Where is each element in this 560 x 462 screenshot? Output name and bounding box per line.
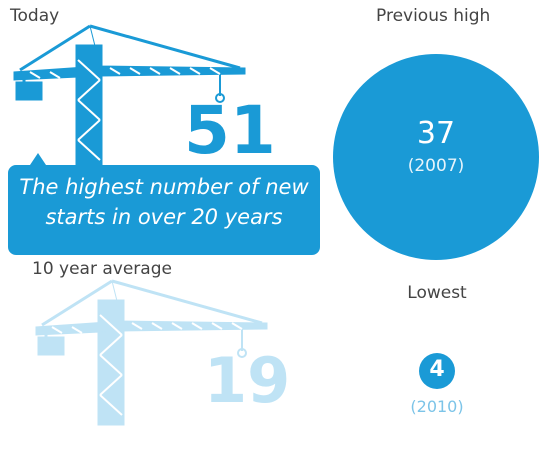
circle xyxy=(419,353,455,389)
label: Lowest xyxy=(407,283,467,303)
label: Today xyxy=(10,6,60,26)
label: Previous high xyxy=(376,6,491,26)
callout-text: The highest number of new starts in over… xyxy=(19,175,309,229)
big-number: 51 xyxy=(184,92,276,169)
label: 10 year average xyxy=(32,259,172,279)
big-number: 37 xyxy=(416,116,456,151)
year: (2010) xyxy=(410,397,464,416)
big-number: 19 xyxy=(204,344,291,417)
big-number: 4 xyxy=(429,357,445,382)
year: (2007) xyxy=(407,156,465,176)
callout-box xyxy=(8,153,320,255)
circle xyxy=(333,54,539,260)
